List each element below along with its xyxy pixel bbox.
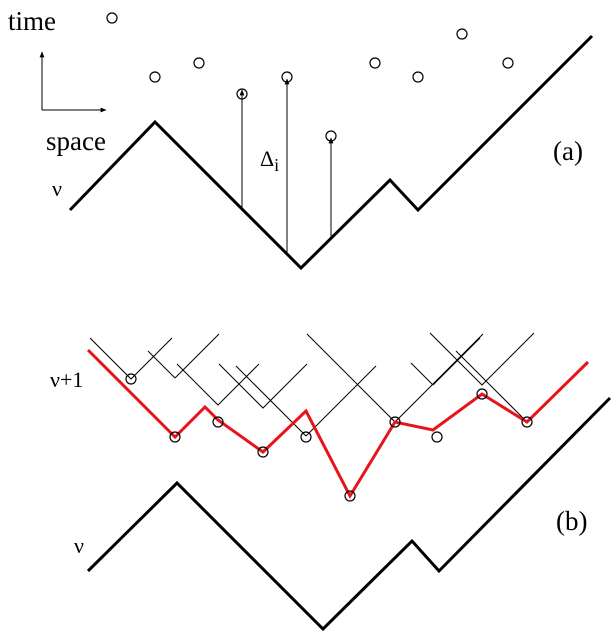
panel-a-label: (a) — [553, 136, 583, 166]
surface-nu-label-a: ν — [52, 176, 62, 201]
particle — [257, 446, 269, 458]
cone — [455, 350, 528, 423]
surface-nu-plus-1-label: ν+1 — [50, 367, 83, 392]
particle — [456, 28, 468, 40]
particle — [476, 388, 488, 400]
deposition-arrows — [239, 78, 334, 255]
particle — [431, 431, 443, 443]
particle — [502, 57, 514, 69]
cone — [147, 350, 176, 379]
particle — [281, 71, 293, 83]
panel-b-label: (b) — [556, 506, 587, 536]
particle — [169, 431, 181, 443]
particle — [369, 57, 381, 69]
cone — [176, 363, 260, 406]
surface-nu-a — [68, 34, 594, 271]
panel-b: ν+1 ν (b) — [50, 332, 612, 631]
particle — [106, 12, 118, 24]
cone — [218, 363, 308, 409]
particle — [212, 416, 224, 428]
cone — [432, 337, 481, 386]
surface-nu-label-b: ν — [74, 533, 84, 558]
particle — [389, 416, 401, 428]
particle — [300, 431, 312, 443]
particle — [325, 130, 337, 142]
axes: time space — [8, 6, 107, 156]
space-axis-label: space — [46, 126, 106, 156]
particle — [521, 416, 533, 428]
particle — [236, 88, 248, 100]
particles-a — [106, 12, 514, 142]
particle — [125, 373, 137, 385]
time-axis-label: time — [8, 6, 56, 36]
particle — [412, 71, 424, 83]
cone — [174, 333, 220, 379]
particle — [193, 57, 205, 69]
particle — [344, 490, 356, 502]
cone — [410, 362, 434, 386]
particles-b — [125, 373, 533, 502]
light-cones — [89, 332, 579, 437]
cone — [89, 337, 173, 380]
delta-symbol: Δ — [260, 146, 274, 171]
cone — [429, 332, 535, 386]
cone — [305, 365, 377, 437]
cone — [235, 365, 307, 437]
surface-nu-plus-1 — [86, 348, 590, 500]
surface-nu-b — [86, 396, 612, 631]
panel-a: Δi ν (a) — [52, 12, 594, 271]
delta-label: Δi — [260, 146, 279, 175]
delta-subscript: i — [274, 155, 279, 175]
particle — [149, 71, 161, 83]
